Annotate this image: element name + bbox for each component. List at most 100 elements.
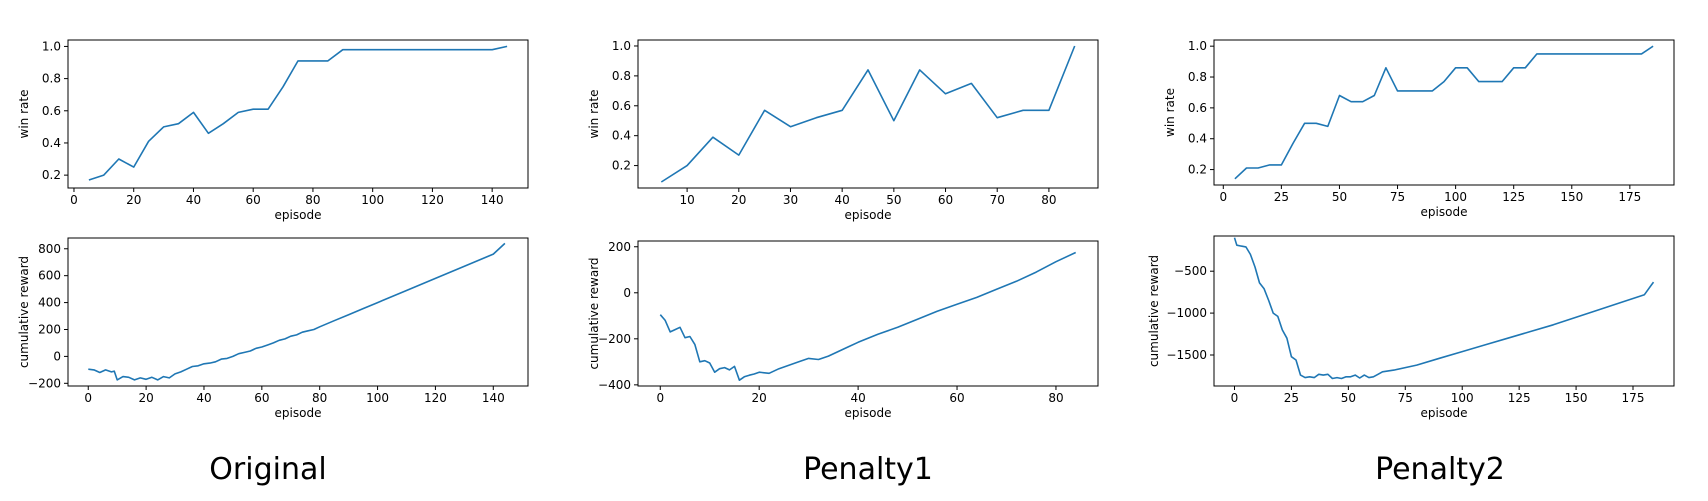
- x-tick-label: 25: [1274, 190, 1289, 204]
- x-tick-label: 40: [835, 193, 850, 207]
- x-tick-label: 140: [481, 193, 504, 207]
- y-tick-label: 400: [38, 296, 61, 310]
- x-tick-label: 80: [1048, 391, 1063, 405]
- y-tick-label: −400: [598, 378, 631, 392]
- series-line: [88, 242, 506, 381]
- y-tick-label: 0.4: [1188, 132, 1207, 146]
- y-tick-label: 0: [623, 286, 631, 300]
- x-tick-label: 175: [1618, 190, 1641, 204]
- series-line: [659, 251, 1077, 382]
- x-tick-label: 30: [783, 193, 798, 207]
- y-tick-label: 1.0: [612, 39, 631, 53]
- chart-panel-1: 0 20 40 60 80 100 120 140 −200 0 200 400 600 800 episo…: [17, 237, 529, 420]
- axes-frame: [1213, 39, 1675, 186]
- y-tick-label: 0.8: [612, 69, 631, 83]
- y-tick-label: 800: [38, 242, 61, 256]
- x-tick-label: 175: [1622, 391, 1645, 405]
- axes-frame: [67, 237, 529, 387]
- x-tick-label: 40: [186, 193, 201, 207]
- x-tick-label: 120: [424, 391, 447, 405]
- x-tick-label: 60: [254, 391, 269, 405]
- x-tick-label: 10: [679, 193, 694, 207]
- x-tick-label: 150: [1560, 190, 1583, 204]
- series-line: [1234, 45, 1654, 180]
- x-tick-label: 20: [126, 193, 141, 207]
- x-tick-label: 60: [246, 193, 261, 207]
- x-tick-label: 20: [731, 193, 746, 207]
- x-tick-label: 75: [1398, 391, 1413, 405]
- axes-frame: [1213, 235, 1675, 387]
- chart-panel-3: 0 20 40 60 80 −400 −200 0 200 episode cumulative r…: [587, 240, 1099, 420]
- y-tick-label: 1.0: [1188, 39, 1207, 53]
- y-tick-label: 0.2: [42, 168, 61, 182]
- y-tick-label: 0: [53, 349, 61, 363]
- x-tick-label: 140: [482, 391, 505, 405]
- x-tick-label: 80: [305, 193, 320, 207]
- x-tick-label: 50: [1332, 190, 1347, 204]
- x-tick-label: 25: [1284, 391, 1299, 405]
- x-tick-label: 60: [949, 391, 964, 405]
- y-tick-label: 0.2: [612, 159, 631, 173]
- x-tick-label: 100: [1451, 391, 1474, 405]
- x-tick-label: 125: [1508, 391, 1531, 405]
- y-tick-label: 0.2: [1188, 163, 1207, 177]
- y-tick-label: −1500: [1166, 348, 1207, 362]
- y-tick-label: 1.0: [42, 39, 61, 53]
- x-axis-label: episode: [845, 406, 892, 420]
- y-tick-label: 0.6: [42, 104, 61, 118]
- x-tick-label: 80: [1041, 193, 1056, 207]
- axes-frame: [637, 39, 1099, 189]
- x-tick-label: 60: [938, 193, 953, 207]
- x-tick-label: 75: [1390, 190, 1405, 204]
- chart-panel-5: 0 25 50 75 100 125 150 175 −1500 −1000 −500 episode…: [1147, 235, 1675, 420]
- x-tick-label: 40: [196, 391, 211, 405]
- axes-frame: [637, 240, 1099, 387]
- x-axis-label: episode: [1421, 406, 1468, 420]
- x-tick-label: 150: [1565, 391, 1588, 405]
- x-tick-label: 0: [70, 193, 78, 207]
- chart-panel-2: 10 20 30 40 50 60 70 80 0.2 0.4 0.6 0.8 1.0 episode wi…: [587, 39, 1099, 222]
- x-tick-label: 120: [421, 193, 444, 207]
- caption-penalty2: Penalty2: [1375, 452, 1505, 487]
- axes-frame: [67, 39, 529, 189]
- y-axis-label: cumulative reward: [17, 256, 31, 368]
- x-tick-label: 20: [138, 391, 153, 405]
- y-tick-label: 0.4: [42, 136, 61, 150]
- series-line: [1233, 237, 1655, 380]
- y-axis-label: cumulative reward: [587, 257, 601, 369]
- x-tick-label: 50: [1341, 391, 1356, 405]
- y-axis-label: win rate: [587, 90, 601, 139]
- y-tick-label: 600: [38, 269, 61, 283]
- y-axis-label: cumulative reward: [1147, 255, 1161, 367]
- x-axis-label: episode: [275, 208, 322, 222]
- y-tick-label: −1000: [1166, 306, 1207, 320]
- y-tick-label: 0.4: [612, 129, 631, 143]
- x-tick-label: 0: [1219, 190, 1227, 204]
- x-tick-label: 40: [850, 391, 865, 405]
- x-tick-label: 20: [752, 391, 767, 405]
- chart-panel-0: 0 20 40 60 80 100 120 140 0.2 0.4 0.6 0.8 1.0 episode…: [17, 39, 529, 222]
- x-tick-label: 70: [990, 193, 1005, 207]
- caption-penalty1: Penalty1: [803, 452, 933, 487]
- y-tick-label: −200: [598, 332, 631, 346]
- x-tick-label: 100: [1444, 190, 1467, 204]
- x-tick-label: 0: [1231, 391, 1239, 405]
- y-tick-label: −200: [28, 376, 61, 390]
- x-tick-label: 100: [366, 391, 389, 405]
- x-tick-label: 80: [312, 391, 327, 405]
- x-tick-label: 125: [1502, 190, 1525, 204]
- y-tick-label: 200: [38, 322, 61, 336]
- y-tick-label: 0.8: [1188, 70, 1207, 84]
- series-line: [88, 45, 508, 181]
- x-tick-label: 0: [84, 391, 92, 405]
- y-tick-label: 0.6: [1188, 101, 1207, 115]
- y-axis-label: win rate: [1163, 88, 1177, 137]
- y-tick-label: −500: [1174, 264, 1207, 278]
- series-line: [660, 45, 1076, 183]
- chart-panel-4: 0 25 50 75 100 125 150 175 0.2 0.4 0.6 0.8 1.0 episod…: [1163, 39, 1675, 219]
- y-tick-label: 0.8: [42, 72, 61, 86]
- x-axis-label: episode: [275, 406, 322, 420]
- y-axis-label: win rate: [17, 90, 31, 139]
- x-tick-label: 0: [656, 391, 664, 405]
- x-axis-label: episode: [845, 208, 892, 222]
